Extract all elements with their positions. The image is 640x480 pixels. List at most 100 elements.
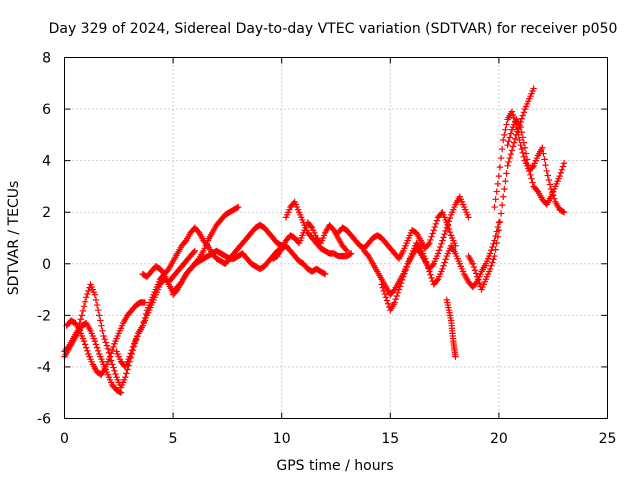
data-point — [400, 273, 407, 280]
data-point — [233, 204, 241, 211]
data-point — [495, 172, 503, 180]
data-point — [492, 196, 499, 203]
data-point — [79, 307, 87, 315]
x-tick-label: 15 — [381, 431, 399, 447]
data-point — [379, 284, 386, 291]
data-point — [494, 180, 502, 188]
data-point — [492, 246, 499, 253]
data-point — [520, 139, 528, 146]
data-point — [191, 247, 199, 255]
data-point — [443, 224, 450, 231]
data-point — [431, 223, 439, 231]
data-point — [307, 223, 315, 230]
data-point — [504, 141, 511, 149]
data-point — [469, 260, 477, 267]
x-tick-label: 5 — [169, 431, 178, 447]
data-point — [109, 346, 116, 354]
data-point — [81, 341, 89, 348]
data-point — [493, 239, 500, 247]
data-point — [190, 248, 197, 256]
data-point — [473, 273, 481, 280]
data-points — [61, 85, 568, 396]
x-tick-label: 0 — [60, 431, 69, 447]
data-point — [123, 370, 130, 377]
data-point — [127, 350, 134, 357]
data-point — [91, 291, 99, 298]
x-tick-label: 20 — [490, 431, 508, 447]
series-track-5 — [139, 221, 285, 280]
data-point — [102, 339, 109, 346]
data-point — [396, 283, 404, 290]
data-point — [495, 219, 503, 226]
data-point — [428, 274, 435, 282]
data-point — [78, 312, 86, 319]
data-point — [541, 156, 548, 163]
data-point — [428, 233, 435, 240]
data-point — [560, 160, 568, 167]
data-point — [129, 343, 137, 351]
data-point — [84, 347, 91, 355]
data-point — [116, 388, 124, 396]
y-tick-label: -6 — [37, 412, 51, 428]
data-point — [472, 270, 480, 277]
data-point — [493, 188, 500, 195]
series-track-12 — [443, 296, 459, 360]
data-point — [434, 250, 442, 257]
data-point — [519, 149, 526, 157]
data-point — [494, 233, 502, 240]
data-point — [164, 267, 171, 274]
data-point — [439, 237, 446, 244]
data-point — [546, 181, 554, 188]
data-point — [465, 214, 472, 221]
data-point — [142, 310, 150, 318]
data-point — [433, 217, 441, 224]
data-point — [106, 353, 114, 360]
data-point — [488, 262, 495, 269]
data-point — [556, 172, 563, 180]
chart-title: Day 329 of 2024, Sidereal Day-to-day VTE… — [49, 21, 618, 37]
data-point — [557, 169, 565, 177]
data-point — [321, 270, 329, 278]
data-point — [94, 307, 102, 314]
data-point — [427, 236, 434, 244]
data-point — [504, 162, 511, 169]
data-point — [498, 201, 506, 209]
data-point — [489, 243, 496, 251]
data-point — [446, 228, 454, 236]
data-point — [141, 314, 149, 322]
data-point — [441, 259, 448, 266]
data-point — [438, 240, 445, 248]
data-point — [510, 139, 518, 146]
data-point — [84, 290, 91, 298]
data-point — [498, 145, 506, 153]
data-point — [80, 337, 88, 345]
data-point — [93, 344, 101, 351]
data-point — [518, 115, 525, 122]
data-point — [77, 316, 84, 323]
data-point — [397, 279, 405, 287]
data-point — [496, 163, 504, 171]
data-point — [508, 147, 516, 154]
data-point — [383, 297, 391, 304]
data-point — [111, 367, 118, 374]
data-point — [494, 223, 502, 231]
data-point — [440, 234, 447, 241]
data-point — [422, 258, 430, 266]
data-point — [521, 144, 529, 151]
data-point — [85, 287, 92, 295]
data-point — [506, 134, 513, 141]
data-point — [346, 250, 354, 258]
data-point — [558, 166, 566, 173]
data-point — [509, 111, 517, 119]
x-axis-title: GPS time / hours — [276, 458, 393, 474]
data-point — [99, 327, 106, 335]
data-point — [416, 243, 423, 251]
data-point — [501, 131, 508, 139]
data-point — [488, 247, 495, 254]
data-point — [96, 312, 103, 319]
data-point — [381, 290, 389, 298]
data-point — [103, 342, 111, 349]
data-point — [425, 241, 432, 248]
data-point — [542, 161, 549, 169]
data-point — [502, 126, 509, 133]
